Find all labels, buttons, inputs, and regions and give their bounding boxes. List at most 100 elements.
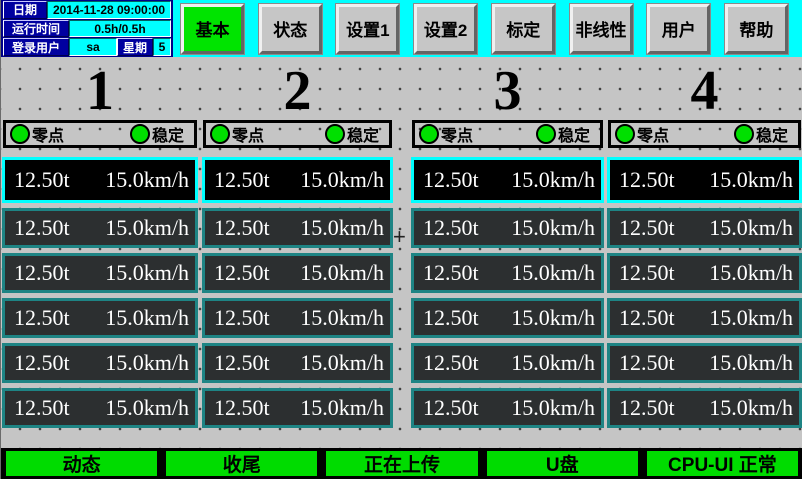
tab-settings-2[interactable]: 设置2 — [413, 2, 479, 55]
date-value: 2014-11-28 09:00:00 — [47, 1, 171, 19]
tab-user[interactable]: 用户 — [646, 2, 712, 55]
weight-value: 12.50t — [423, 395, 479, 420]
speed-value: 15.0km/h — [709, 215, 793, 240]
channel-column: 4 零点 稳定 12.50t 15.0km/h 12.50t 15.0km/h 12.50t 1… — [607, 60, 802, 445]
status-usb: U盘 — [486, 451, 638, 476]
stable-indicator: 稳定 — [535, 122, 590, 146]
speed-value: 15.0km/h — [300, 395, 384, 420]
channel-number: 3 — [493, 60, 522, 122]
speed-value: 15.0km/h — [709, 167, 793, 192]
tab-nonlinearity[interactable]: 非线性 — [568, 2, 634, 55]
status-dynamic: 动态 — [6, 451, 158, 476]
speed-value: 15.0km/h — [511, 350, 595, 375]
zero-indicator: 零点 — [615, 122, 669, 146]
crosshair-mark: + — [393, 224, 406, 249]
speed-value: 15.0km/h — [105, 167, 189, 192]
status-finishing: 收尾 — [166, 451, 318, 476]
stable-indicator-label: 稳定 — [346, 128, 379, 145]
weight-value: 12.50t — [423, 305, 479, 330]
speed-value: 15.0km/h — [300, 350, 384, 375]
speed-value: 15.0km/h — [709, 350, 793, 375]
weight-speed-display: 12.50t 15.0km/h — [2, 157, 198, 203]
zero-indicator: 零点 — [210, 122, 264, 146]
weight-value: 12.50t — [619, 215, 675, 240]
weight-speed-display: 12.50t 15.0km/h — [411, 343, 604, 383]
weight-speed-display: 12.50t 15.0km/h — [202, 298, 393, 338]
speed-value: 15.0km/h — [709, 395, 793, 420]
zero-indicator-lamp — [10, 124, 30, 144]
main-area: 1 零点 稳定 12.50t 15.0km/h 12.50t 15.0km/h 12.50t 1… — [1, 57, 802, 448]
stable-indicator: 稳定 — [733, 122, 788, 146]
channel-columns: 1 零点 稳定 12.50t 15.0km/h 12.50t 15.0km/h 12.50t 1… — [1, 57, 802, 448]
weight-value: 12.50t — [423, 167, 479, 192]
weight-speed-display: 12.50t 15.0km/h — [411, 157, 604, 203]
weight-speed-display: 12.50t 15.0km/h — [607, 253, 802, 293]
weight-speed-display: 12.50t 15.0km/h — [411, 253, 604, 293]
weight-value: 12.50t — [214, 215, 270, 240]
zero-indicator-label: 零点 — [232, 128, 265, 145]
weight-speed-display: 12.50t 15.0km/h — [202, 157, 393, 203]
weight-speed-display: 12.50t 15.0km/h — [2, 298, 198, 338]
runtime-row: 运行时间 0.5h/0.5h — [3, 19, 171, 38]
stable-indicator-lamp — [535, 124, 556, 144]
zero-indicator-lamp — [615, 124, 635, 144]
speed-value: 15.0km/h — [105, 350, 189, 375]
weight-value: 12.50t — [14, 215, 70, 240]
stable-indicator-label: 稳定 — [755, 128, 788, 145]
zero-indicator: 零点 — [10, 122, 64, 146]
weight-speed-display: 12.50t 15.0km/h — [607, 343, 802, 383]
speed-value: 15.0km/h — [300, 167, 384, 192]
tab-basic[interactable]: 基本 — [180, 2, 245, 55]
weight-speed-display: 12.50t 15.0km/h — [411, 388, 604, 428]
stable-indicator-lamp — [324, 124, 345, 144]
login-user-label: 登录用户 — [3, 38, 69, 57]
stable-indicator: 稳定 — [324, 122, 379, 146]
zero-indicator-label: 零点 — [441, 128, 474, 145]
status-bar: 动态 收尾 正在上传 U盘 CPU-UI 正常 — [1, 448, 802, 479]
date-row: 日期 2014-11-28 09:00:00 — [3, 1, 171, 19]
speed-value: 15.0km/h — [511, 167, 595, 192]
channel-column: 3 零点 稳定 12.50t 15.0km/h 12.50t 15.0km/h 12.50t 1… — [411, 60, 604, 445]
weight-value: 12.50t — [619, 305, 675, 330]
tab-status[interactable]: 状态 — [257, 2, 323, 55]
weight-value: 12.50t — [619, 350, 675, 375]
zero-indicator: 零点 — [419, 122, 473, 146]
weight-value: 12.50t — [423, 260, 479, 285]
weight-value: 12.50t — [14, 350, 70, 375]
status-cpu-ui: CPU-UI 正常 — [646, 451, 799, 476]
speed-value: 15.0km/h — [511, 395, 595, 420]
channel-number: 1 — [86, 60, 114, 122]
weekday-value: 5 — [153, 38, 171, 57]
weight-value: 12.50t — [619, 260, 675, 285]
channel-indicators: 零点 稳定 — [412, 120, 603, 148]
tab-help[interactable]: 帮助 — [723, 2, 789, 55]
runtime-label: 运行时间 — [3, 19, 69, 38]
speed-value: 15.0km/h — [511, 215, 595, 240]
channel-number: 4 — [690, 60, 719, 122]
speed-value: 15.0km/h — [300, 260, 384, 285]
weight-speed-display: 12.50t 15.0km/h — [202, 388, 393, 428]
login-user-row: 登录用户 sa 星期 5 — [3, 38, 171, 57]
speed-value: 15.0km/h — [300, 305, 384, 330]
weight-speed-display: 12.50t 15.0km/h — [607, 157, 802, 203]
info-panel: 日期 2014-11-28 09:00:00 运行时间 0.5h/0.5h 登录… — [1, 0, 173, 57]
weight-value: 12.50t — [214, 260, 270, 285]
nav-tabs: 基本 状态 设置1 设置2 标定 非线性 用户 帮助 — [173, 0, 802, 57]
status-uploading: 正在上传 — [326, 451, 478, 476]
weight-value: 12.50t — [14, 167, 70, 192]
weight-speed-display: 12.50t 15.0km/h — [2, 208, 198, 248]
tab-settings-1[interactable]: 设置1 — [335, 2, 401, 55]
weight-speed-display: 12.50t 15.0km/h — [411, 208, 604, 248]
stable-indicator-lamp — [733, 124, 754, 144]
login-user-value: sa — [69, 38, 117, 57]
weight-value: 12.50t — [619, 167, 675, 192]
weight-speed-display: 12.50t 15.0km/h — [411, 298, 604, 338]
weekday-label: 星期 — [117, 38, 153, 57]
weight-value: 12.50t — [619, 395, 675, 420]
stable-indicator-label: 稳定 — [557, 128, 590, 145]
date-label: 日期 — [3, 1, 47, 19]
speed-value: 15.0km/h — [105, 305, 189, 330]
tab-calibration[interactable]: 标定 — [490, 2, 556, 55]
speed-value: 15.0km/h — [709, 305, 793, 330]
runtime-value: 0.5h/0.5h — [69, 19, 171, 38]
